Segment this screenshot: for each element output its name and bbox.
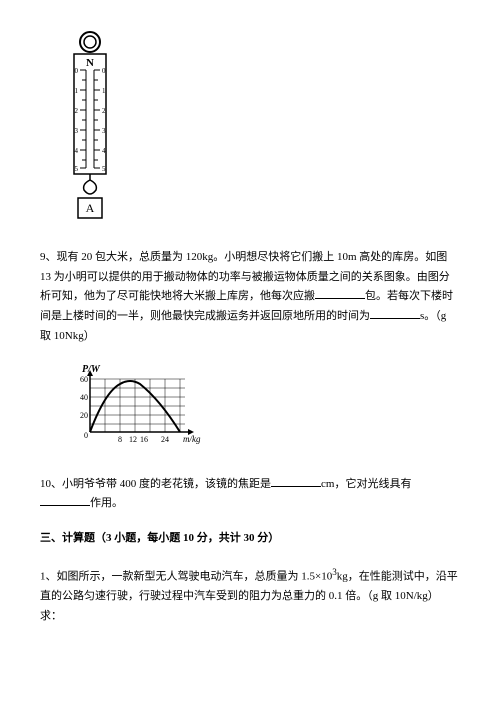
question-10: 10、小明爷爷带 400 度的老花镜，该镜的焦距是 cm，它对光线具有作用。	[40, 475, 460, 515]
svg-text:16: 16	[140, 435, 148, 444]
svg-text:3: 3	[102, 127, 106, 135]
svg-text:3: 3	[75, 127, 79, 135]
svg-text:1: 1	[102, 87, 106, 95]
question-10-text-3: 作用。	[90, 497, 123, 509]
scale-weight-label: A	[86, 201, 95, 215]
svg-text:8: 8	[118, 435, 122, 444]
scale-top-label: N	[86, 57, 94, 69]
question-9: 9、现有 20 包大米，总质量为 120kg。小明想尽快将它们搬上 10m 高处…	[40, 248, 460, 347]
svg-text:1: 1	[75, 87, 79, 95]
svg-text:2: 2	[75, 107, 79, 115]
svg-text:0: 0	[75, 67, 79, 75]
question-9-number: 9、	[40, 251, 57, 263]
blank-3	[271, 475, 321, 487]
svg-text:0: 0	[102, 67, 106, 75]
chart-xlabel: m/kg	[183, 434, 201, 444]
calc-q1-text-1: 如图所示，一款新型无人驾驶电动汽车，总质量为 1.5×10	[57, 571, 333, 583]
svg-text:40: 40	[80, 393, 88, 402]
svg-text:5: 5	[102, 165, 106, 173]
calc-question-1: 1、如图所示，一款新型无人驾驶电动汽车，总质量为 1.5×103kg，在性能测试…	[40, 564, 460, 627]
blank-1	[315, 287, 365, 299]
svg-text:5: 5	[75, 165, 79, 173]
blank-4	[40, 494, 90, 506]
blank-2	[370, 307, 420, 319]
svg-text:12: 12	[129, 435, 137, 444]
svg-text:24: 24	[161, 435, 169, 444]
question-10-number: 10、	[40, 478, 62, 490]
svg-text:4: 4	[75, 147, 79, 155]
calc-q1-number: 1、	[40, 571, 57, 583]
svg-text:60: 60	[80, 375, 88, 384]
question-10-text-1: 小明爷爷带 400 度的老花镜，该镜的焦距是	[62, 478, 271, 490]
power-mass-chart: P/W 60 40 20 0 8 12 16 24 m/kg	[70, 362, 460, 460]
svg-text:2: 2	[102, 107, 106, 115]
svg-text:4: 4	[102, 147, 106, 155]
section-3-title: 三、计算题（3 小题，每小题 10 分，共计 30 分）	[40, 529, 460, 549]
svg-text:0: 0	[84, 431, 88, 440]
question-10-text-2: cm，它对光线具有	[321, 478, 411, 490]
spring-scale-diagram: N 0 0 1 1 2 2 3 3 4 4 5 5 A	[60, 30, 460, 228]
svg-text:20: 20	[80, 411, 88, 420]
